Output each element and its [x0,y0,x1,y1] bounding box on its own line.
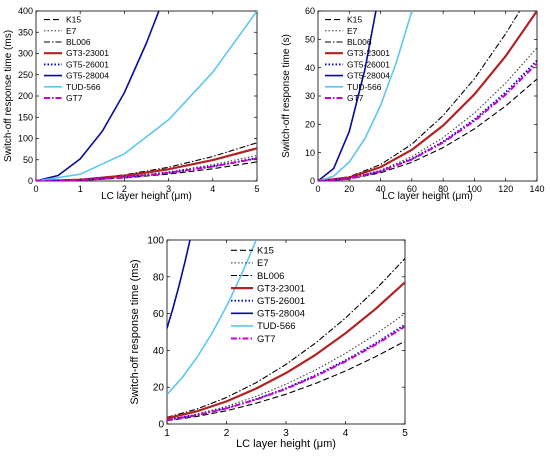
legend-label: GT7 [66,93,83,103]
x-tick-label: 0 [33,184,38,194]
x-tick-label: 1 [78,184,83,194]
legend-label: GT5-28004 [347,71,390,81]
x-tick-label: 3 [283,428,289,439]
y-tick-label: 50 [23,155,33,165]
chart-panel-bottom: 1 2 3 4 5 0 20 40 60 80 100 LC layer height (μm) Swi… [129,236,408,451]
series-group [318,11,537,181]
x-axis-label: LC layer height (μm) [101,191,192,202]
y-tick-label: 20 [153,383,165,394]
y-tick-label: 300 [18,49,33,59]
legend-label: K15 [257,246,274,257]
series-line-gt5-26001 [36,157,257,181]
x-tick-label: 3 [166,184,171,194]
y-tick-label: 350 [18,27,33,37]
y-tick-label: 0 [158,420,164,431]
y-tick-label: 250 [18,70,33,80]
x-tick-label: 1 [164,428,170,439]
y-tick-label: 60 [305,6,315,16]
y-tick-label: 20 [305,119,315,129]
series-line-tud-566 [167,240,257,396]
series-line-tud-566 [318,11,413,181]
x-tick-label: 80 [438,184,448,194]
y-tick-label: 400 [18,6,33,16]
legend-label: GT7 [347,93,364,103]
legend-label: GT5-28004 [66,71,109,81]
y-tick-label: 150 [18,112,33,122]
series-group [167,240,405,422]
series-line-gt3-23001 [167,281,405,420]
y-tick-label: 30 [305,91,315,101]
y-tick-label: 40 [305,63,315,73]
x-tick-label: 0 [315,184,320,194]
x-tick-label: 4 [343,428,349,439]
series-line-gt7 [36,157,257,181]
y-tick-label: 200 [18,91,33,101]
x-tick-label: 2 [224,428,230,439]
series-line-gt3-23001 [318,11,537,181]
legend-label: TUD-566 [257,321,296,332]
legend-label: TUD-566 [347,82,382,92]
series-line-gt5-28004 [318,11,377,181]
series-line-e7 [36,155,257,181]
legend-label: BL006 [347,37,372,47]
series-line-e7 [318,47,537,181]
legend-label: TUD-566 [66,82,101,92]
x-tick-label: 40 [376,184,386,194]
legend-label: GT5-28004 [257,309,305,320]
legend-label: BL006 [257,271,284,282]
series-line-gt5-28004 [36,11,160,181]
x-tick-label: 2 [122,184,127,194]
legend-label: K15 [66,15,81,25]
y-tick-label: 0 [28,176,33,186]
y-tick-label: 10 [305,148,315,158]
series-line-gt7 [167,325,405,422]
series-line-tud-566 [36,11,257,181]
x-tick-label: 5 [402,428,408,439]
legend-label: GT5-26001 [257,296,305,307]
x-tick-label: 120 [498,184,513,194]
legend-label: GT7 [257,334,275,345]
y-tick-label: 40 [153,346,165,357]
series-line-gt5-28004 [167,240,191,329]
y-tick-label: 100 [147,236,164,247]
series-line-bl006 [167,258,405,418]
y-tick-label: 60 [153,309,165,320]
x-axis-label: LC layer height (μm) [382,191,473,202]
legend-label: GT3-23001 [66,48,109,58]
y-tick-label: 80 [153,272,165,283]
series-line-k15 [167,340,405,422]
x-tick-label: 20 [344,184,354,194]
legend-label: BL006 [66,37,91,47]
y-tick-label: 100 [18,134,33,144]
legend-label: E7 [257,258,269,269]
x-tick-label: 140 [529,184,544,194]
y-axis-label: Switch-off response time (ms) [3,30,14,162]
legend-label: K15 [347,15,362,25]
x-tick-label: 5 [254,184,259,194]
series-line-gt7 [318,62,537,181]
y-axis-label: Switch-off response time (ms) [129,259,141,404]
x-tick-label: 100 [467,184,482,194]
legend-label: GT3-23001 [347,48,390,58]
legend-label: GT5-26001 [347,59,390,69]
legend-label: GT5-26001 [66,59,109,69]
x-tick-label: 4 [210,184,215,194]
x-tick-label: 60 [407,184,417,194]
x-axis-label: LC layer height (μm) [236,438,336,450]
y-tick-label: 50 [305,34,315,44]
y-axis-label: Switch-off response time (s) [281,34,292,158]
legend-label: E7 [66,26,77,36]
legend-label: E7 [347,26,358,36]
series-group [36,11,257,181]
y-tick-label: 0 [310,176,315,186]
legend-label: GT3-23001 [257,283,305,294]
